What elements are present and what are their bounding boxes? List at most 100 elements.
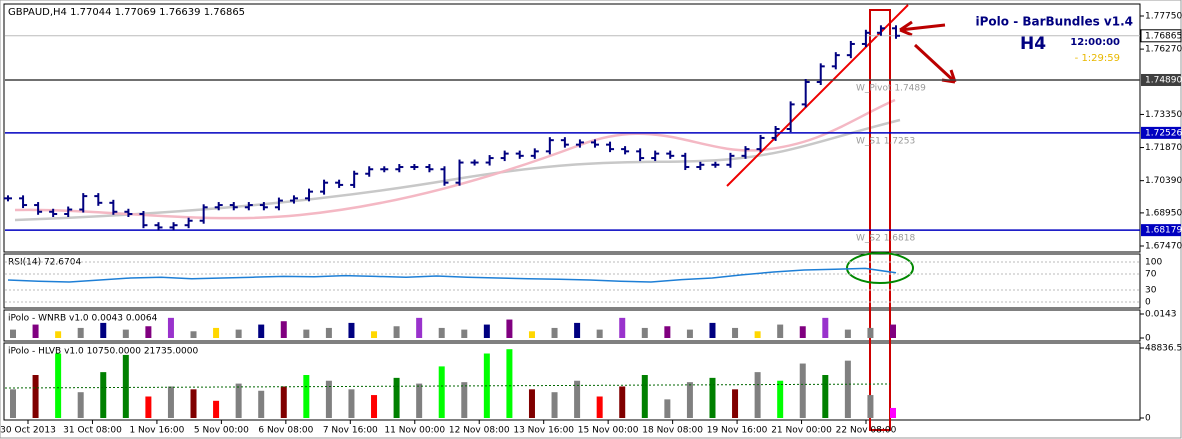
wnrb-bar [483,324,490,338]
time-label: 1 Nov 16:00 [129,426,184,436]
hlvb-bar [122,354,129,418]
price-tick-label: 1.67470 [1145,242,1182,252]
wnrb-bar [77,327,84,338]
wnrb-bar [867,327,874,338]
time-label: 15 Nov 00:00 [578,426,639,436]
wnrb-bar [190,331,197,338]
price-tick-label: 1.73350 [1145,110,1182,120]
wnrb-bar [619,317,626,338]
wnrb-bar [754,331,761,338]
hlvb-bar [145,396,152,418]
hlvb-bar [777,380,784,418]
hlvb-bar [438,366,445,418]
price-tick-label: 1.68950 [1145,208,1182,218]
hlvb-bar [55,353,62,418]
wnrb-bar [371,331,378,338]
hlvb-bar [416,383,423,418]
wnrb-tick-label: 0 [1145,334,1151,344]
level-axis-label: 1.74890 [1145,75,1182,85]
rsi-tick-label: 30 [1145,286,1157,296]
wnrb-panel [3,309,1141,342]
wnrb-bar [235,329,242,338]
hlvb-bar [822,374,829,418]
time-label: 31 Oct 08:00 [63,426,122,436]
hlvb-bar [551,392,558,418]
time-label: 21 Nov 00:00 [771,426,832,436]
wnrb-bar [213,327,220,338]
level-axis-label: 1.68179 [1145,226,1182,236]
wnrb-bar [777,324,784,338]
price-tick-label: 1.71870 [1145,143,1182,153]
wnrb-bar [890,324,896,338]
wnrb-bar [280,321,287,338]
rsi-panel [3,253,1141,309]
time-label: 5 Nov 00:00 [194,426,249,436]
wnrb-bar [32,324,39,338]
hlvb-bar [280,386,287,418]
hlvb-bar [190,389,197,418]
level-name: W_S1 1.7253 [856,136,915,146]
price-tick-label: 1.76270 [1145,45,1182,55]
hlvb-title: iPolo - HLVB v1.0 10750.0000 21735.0000 [8,347,199,357]
hlvb-bar [664,399,671,418]
wnrb-bar [122,329,129,338]
hlvb-bar [303,374,310,418]
wnrb-bar [258,324,265,338]
hlvb-avg [4,383,891,389]
level-name: W_Pivot 1.7489 [856,83,926,93]
hlvb-bar [371,395,378,418]
wnrb-bar [686,329,693,338]
wnrb-bar [10,329,16,338]
wnrb-bar [574,322,581,338]
time-label: 6 Nov 08:00 [258,426,313,436]
wnrb-bar [641,327,648,338]
hlvb-bar [596,396,603,418]
hlvb-bar [213,400,220,418]
hlvb-bar [506,349,513,418]
wnrb-bar [348,322,355,338]
level-label-box [1141,126,1181,139]
hlvb-bar [235,383,242,418]
hlvb-bar [686,382,693,418]
wnrb-bar [167,317,174,338]
hlvb-bar [574,380,581,418]
wnrb-bar [461,329,468,338]
hlvb-bar [348,389,355,418]
wnrb-bar [709,322,716,338]
hlvb-bar [754,372,761,418]
moving-average [14,98,896,220]
price-box [1140,29,1182,43]
hlvb-bar [461,382,468,418]
rsi-tick-label: 70 [1145,270,1157,280]
wnrb-title: iPolo - WNRB v1.0 0.0043 0.0064 [8,314,158,324]
hlvb-tick-label: 48836.55 [1145,344,1182,354]
countdown: - 1:29:59 [1075,53,1120,64]
price-tick-label: 1.70390 [1145,176,1182,186]
hlvb-bar [732,389,739,418]
hlvb-panel [3,342,1141,421]
rsi-title: RSI(14) 72.6704 [8,258,81,268]
level-label-box [1141,73,1181,86]
time-label: 7 Nov 16:00 [323,426,378,436]
hlvb-bar [867,395,874,418]
hlvb-bar [619,386,626,418]
hlvb-bar [393,377,400,418]
wnrb-bar [416,317,423,338]
rsi-tick-label: 0 [1145,298,1151,308]
hlvb-bar [641,374,648,418]
timeframe: H4 [1020,34,1046,54]
indicator-name: iPolo - BarBundles v1.4 [976,15,1133,29]
highlight-ellipse [846,252,914,284]
wnrb-bar [551,327,558,338]
wnrb-bar [844,329,851,338]
hlvb-bar [258,390,265,418]
rsi-tick-label: 100 [1145,258,1162,268]
wnrb-bar [55,331,62,338]
level-axis-label: 1.72526 [1145,128,1182,138]
wnrb-bar [393,326,400,338]
arrow [899,20,946,37]
hlvb-bar [10,389,16,418]
wnrb-bar [732,327,739,338]
bar-time: 12:00:00 [1070,37,1120,48]
